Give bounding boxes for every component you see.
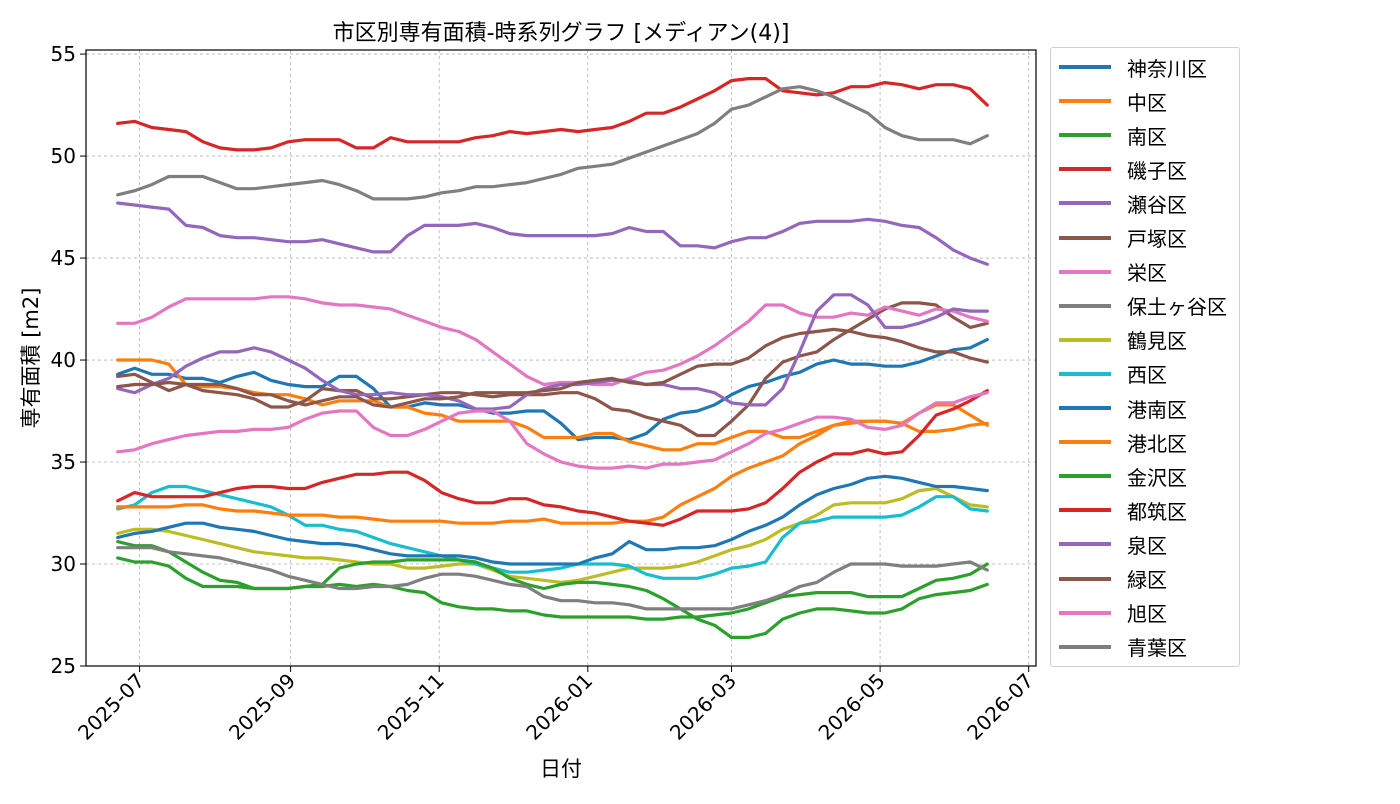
legend-swatch xyxy=(1059,406,1111,410)
series-line-17 xyxy=(116,546,989,611)
series-line-14 xyxy=(116,293,989,411)
series-line-10 xyxy=(116,474,989,566)
legend-item: 磯子区 xyxy=(1059,152,1187,186)
legend-item: 港北区 xyxy=(1059,425,1187,459)
series-line-5 xyxy=(116,301,989,438)
legend-label: 神奈川区 xyxy=(1127,56,1207,81)
y-tick-label: 40 xyxy=(51,348,76,372)
series-line-12 xyxy=(116,556,989,640)
legend-label: 金沢区 xyxy=(1127,465,1187,490)
legend-label: 泉区 xyxy=(1127,533,1167,558)
legend-label: 中区 xyxy=(1127,90,1167,115)
legend-label: 戸塚区 xyxy=(1127,227,1187,251)
legend-swatch xyxy=(1059,65,1111,69)
x-tick-label: 2026-01 xyxy=(521,669,597,745)
legend-item: 瀬谷区 xyxy=(1059,186,1187,220)
x-tick-label: 2026-03 xyxy=(665,669,741,745)
legend-item: 保土ヶ谷区 xyxy=(1059,289,1227,323)
legend-label: 港南区 xyxy=(1127,397,1187,422)
legend-swatch xyxy=(1059,201,1111,206)
x-axis-label: 日付 xyxy=(540,757,582,781)
x-tick-label: 2025-09 xyxy=(224,669,300,745)
legend: 神奈川区中区南区磯子区瀬谷区戸塚区栄区保土ヶ谷区鶴見区西区港南区港北区金沢区都筑… xyxy=(1050,47,1240,667)
series-line-13 xyxy=(116,389,989,527)
legend-swatch xyxy=(1059,235,1111,240)
legend-swatch xyxy=(1059,440,1111,445)
series-line-4 xyxy=(116,201,989,266)
legend-item: 港南区 xyxy=(1059,391,1187,425)
legend-item: 中区 xyxy=(1059,84,1167,118)
legend-swatch xyxy=(1059,508,1111,513)
legend-item: 旭区 xyxy=(1059,596,1167,630)
legend-swatch xyxy=(1059,337,1111,342)
x-tick-label: 2025-11 xyxy=(373,669,449,745)
x-tick-label: 2025-07 xyxy=(73,669,149,745)
y-tick-label: 25 xyxy=(51,654,76,678)
legend-item: 泉区 xyxy=(1059,527,1167,561)
series-line-6 xyxy=(116,295,989,387)
legend-label: 緑区 xyxy=(1127,568,1167,592)
series-line-7 xyxy=(116,85,989,201)
series-line-16 xyxy=(116,391,989,470)
series-layer xyxy=(116,76,989,640)
legend-swatch xyxy=(1059,133,1111,138)
legend-swatch xyxy=(1059,269,1111,274)
y-tick-label: 45 xyxy=(51,246,76,270)
legend-swatch xyxy=(1059,99,1111,104)
series-line-8 xyxy=(116,486,989,585)
legend-label: 都筑区 xyxy=(1127,499,1187,524)
legend-swatch xyxy=(1059,303,1111,308)
legend-swatch xyxy=(1059,610,1111,615)
legend-item: 金沢区 xyxy=(1059,459,1187,493)
legend-item: 西区 xyxy=(1059,357,1167,391)
legend-swatch xyxy=(1059,371,1111,376)
y-tick-label: 50 xyxy=(51,144,76,168)
series-line-15 xyxy=(116,327,989,409)
legend-item: 青葉区 xyxy=(1059,630,1187,664)
legend-swatch xyxy=(1059,576,1111,581)
legend-label: 南区 xyxy=(1127,124,1167,149)
legend-item: 緑区 xyxy=(1059,562,1167,596)
series-line-0 xyxy=(116,338,989,442)
plot-background xyxy=(86,50,1036,666)
chart-title: 市区別専有面積-時系列グラフ [メディアン(4)] xyxy=(333,21,790,46)
legend-label: 鶴見区 xyxy=(1127,329,1187,354)
legend-label: 旭区 xyxy=(1127,602,1167,627)
legend-label: 保土ヶ谷区 xyxy=(1127,295,1227,320)
legend-label: 磯子区 xyxy=(1127,158,1187,183)
series-line-3 xyxy=(116,76,989,152)
legend-swatch xyxy=(1059,542,1111,547)
legend-item: 神奈川区 xyxy=(1059,50,1207,84)
y-tick-label: 30 xyxy=(51,552,76,576)
legend-label: 栄区 xyxy=(1127,261,1167,286)
series-line-9 xyxy=(116,484,989,580)
legend-label: 瀬谷区 xyxy=(1127,192,1187,217)
legend-label: 港北区 xyxy=(1127,431,1187,456)
y-axis-label: 専有面積 [m2] xyxy=(19,288,43,429)
series-line-11 xyxy=(116,403,989,525)
legend-swatch xyxy=(1059,644,1111,649)
legend-item: 栄区 xyxy=(1059,255,1167,289)
legend-item: 戸塚区 xyxy=(1059,221,1187,255)
legend-swatch xyxy=(1059,474,1111,479)
legend-label: 青葉区 xyxy=(1127,636,1187,661)
x-tick-label: 2026-07 xyxy=(962,669,1038,745)
x-tick-label: 2026-05 xyxy=(814,669,890,745)
y-tick-label: 55 xyxy=(51,42,76,66)
plot-frame xyxy=(85,49,1037,667)
y-tick-label: 35 xyxy=(51,450,76,474)
legend-item: 南区 xyxy=(1059,118,1167,152)
legend-item: 鶴見区 xyxy=(1059,323,1187,357)
legend-swatch xyxy=(1059,167,1111,172)
legend-label: 西区 xyxy=(1127,363,1167,388)
legend-item: 都筑区 xyxy=(1059,493,1187,527)
